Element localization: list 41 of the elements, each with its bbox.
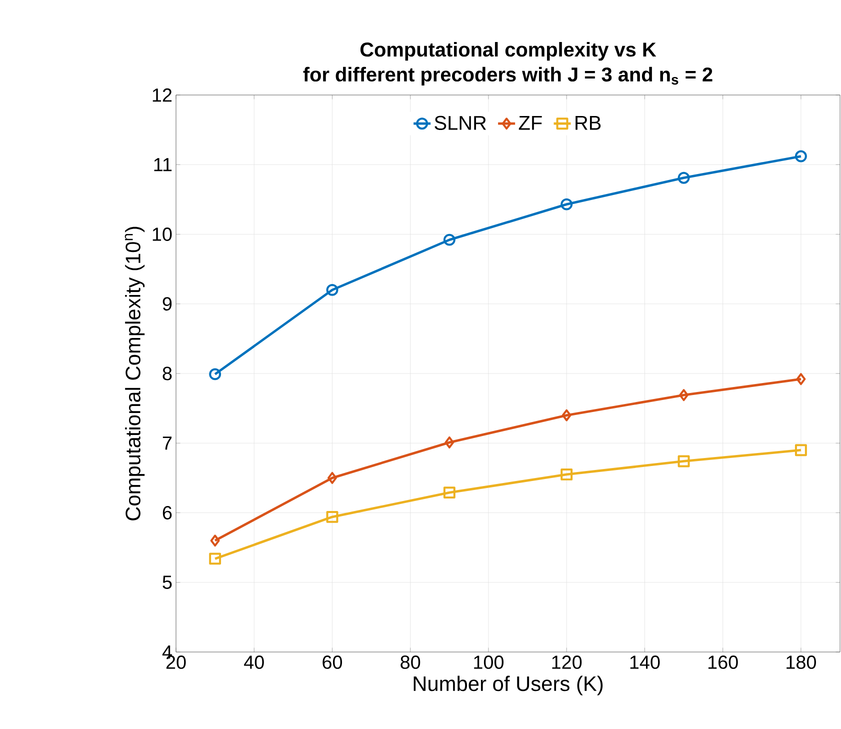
point	[794, 444, 807, 456]
y-tick-label: 10	[152, 228, 172, 241]
x-tick-label: 80	[400, 656, 420, 669]
point	[328, 472, 337, 484]
y-tick-label: 5	[162, 576, 172, 589]
y-axis-title: Computational Complexity (10$^{n}$)	[124, 226, 145, 520]
y-tick-label: 6	[162, 506, 172, 520]
point	[209, 552, 222, 565]
point	[562, 409, 572, 422]
point	[794, 150, 807, 162]
x-tick-label: 120	[552, 656, 582, 669]
point	[443, 234, 456, 246]
x-tick-label: 100	[474, 656, 504, 669]
text: for different precoders with J = 3 and n$_{s}$ = 2	[303, 66, 712, 86]
point	[678, 455, 690, 468]
x-tick-label: 140	[630, 656, 660, 669]
point	[210, 534, 220, 547]
point	[444, 436, 454, 448]
legend-label: SLNR	[434, 116, 486, 130]
point	[678, 172, 690, 184]
x-axis-title: Number of Users (K)	[414, 676, 603, 696]
legend-label: ZF	[518, 116, 542, 130]
y-tick-label: 8	[162, 366, 172, 380]
point	[560, 468, 573, 480]
legend-label: RB	[576, 116, 601, 130]
y-tick-label: 7	[162, 436, 172, 450]
point	[326, 284, 338, 296]
point	[679, 389, 689, 402]
point	[326, 510, 338, 523]
x-tick-label: 40	[244, 656, 264, 669]
x-tick-label: 60	[322, 656, 342, 669]
point	[560, 198, 573, 210]
x-tick-label: 180	[786, 656, 816, 669]
y-tick-label: 12	[152, 88, 172, 102]
y-tick-label: 9	[162, 297, 172, 311]
point	[796, 373, 806, 386]
y-tick-label: 11	[154, 158, 172, 172]
point	[209, 368, 222, 380]
chart-title: Computational complexity vs K	[360, 42, 656, 61]
point	[443, 486, 456, 499]
x-tick-label: 160	[708, 656, 738, 669]
